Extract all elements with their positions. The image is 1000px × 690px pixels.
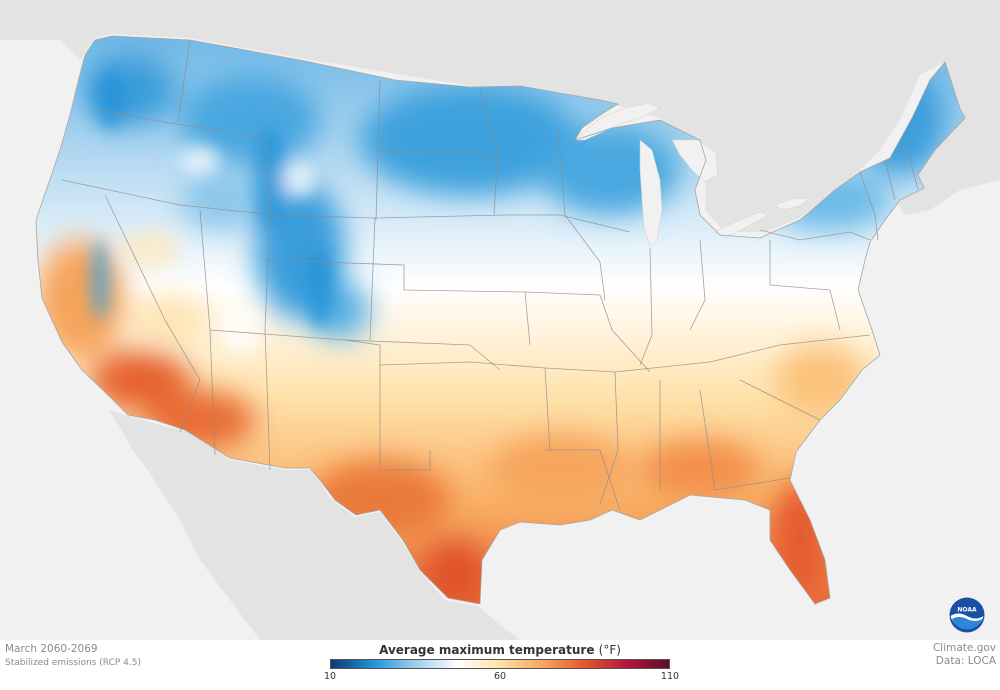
legend-unit: (°F) bbox=[598, 643, 621, 657]
map-area bbox=[0, 0, 1000, 640]
lake-superior bbox=[574, 102, 661, 141]
credit-site: Climate.gov bbox=[932, 642, 996, 654]
mexico-landmass bbox=[108, 410, 520, 640]
credit-data: Data: LOCA bbox=[935, 655, 996, 667]
lake-michigan bbox=[639, 139, 663, 247]
color-legend: Average maximum temperature (°F) 10 60 1… bbox=[324, 642, 679, 683]
state-boundaries bbox=[61, 39, 919, 511]
legend-title: Average maximum temperature (°F) bbox=[330, 642, 670, 658]
temperature-map bbox=[0, 0, 1000, 640]
time-period-label: March 2060-2069 bbox=[5, 643, 98, 655]
noaa-logo: NOAA bbox=[949, 597, 985, 633]
lake-ontario bbox=[774, 197, 811, 211]
canada-landmass bbox=[0, 0, 1000, 232]
scenario-label: Stabilized emissions (RCP 4.5) bbox=[5, 658, 141, 668]
map-caption: March 2060-2069 Stabilized emissions (RC… bbox=[5, 642, 141, 670]
great-lakes bbox=[574, 102, 811, 247]
footer: March 2060-2069 Stabilized emissions (RC… bbox=[0, 640, 1000, 690]
noaa-logo-text: NOAA bbox=[957, 607, 977, 614]
legend-title-text: Average maximum temperature bbox=[379, 643, 595, 657]
legend-tick-mid: 60 bbox=[493, 671, 507, 682]
legend-color-bar bbox=[330, 659, 670, 669]
legend-tick-max: 110 bbox=[660, 671, 680, 682]
map-credits: Climate.gov Data: LOCA bbox=[933, 642, 996, 668]
us-outline bbox=[35, 35, 966, 605]
lake-erie bbox=[714, 211, 769, 239]
legend-tick-min: 10 bbox=[323, 671, 337, 682]
legend-ticks: 10 60 110 bbox=[324, 669, 679, 683]
